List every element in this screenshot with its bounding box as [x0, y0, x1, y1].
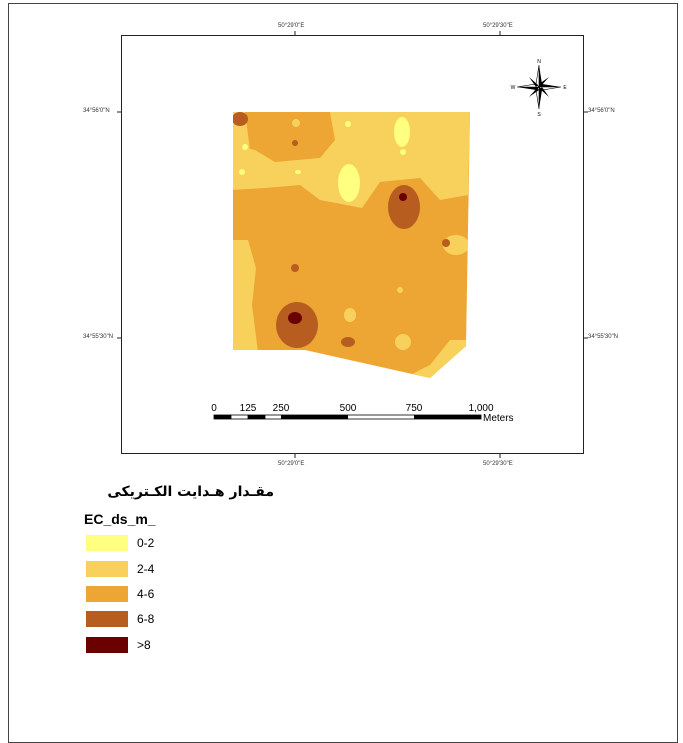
right-latitude-label: 34°56'0"N: [588, 108, 615, 114]
south-label: S: [537, 112, 541, 118]
legend-title: مقـدار هـدایت الکـتریکی: [107, 484, 274, 500]
class-2-4-area: [395, 334, 411, 350]
legend-label: 0-2: [137, 536, 155, 550]
class-0-2-area: [345, 121, 351, 127]
left-latitude-label: 34°56'0"N: [83, 108, 110, 114]
west-label: W: [511, 85, 516, 91]
bottom-longitude-label: 50°29'30"E: [483, 461, 513, 467]
class-0-2-area: [338, 164, 360, 202]
class-2-4-area: [397, 287, 403, 293]
class-2-4-area: [233, 112, 470, 208]
compass-rose-icon: N S E W: [511, 59, 568, 118]
class-0-2-area: [394, 117, 410, 147]
map-frame: [121, 35, 584, 454]
class-6-8-area: [276, 302, 318, 348]
legend-label: 4-6: [137, 587, 155, 601]
class-gt8-area: [399, 193, 407, 201]
legend-swatch: [86, 561, 128, 577]
scale-tick-label: 500: [340, 403, 357, 414]
right-latitude-label: 34°55'30"N: [588, 334, 619, 340]
scale-tick-label: 125: [240, 403, 257, 414]
class-2-4-area: [233, 240, 258, 352]
scale-unit-label: Meters: [483, 413, 514, 424]
legend-swatch: [86, 637, 128, 653]
legend-label: 6-8: [137, 612, 155, 626]
class-0-2-area: [242, 144, 248, 150]
scale-tick-label: 750: [406, 403, 423, 414]
east-label: E: [563, 85, 567, 91]
scale-tick-label: 1,000: [468, 403, 493, 414]
legend-label: 2-4: [137, 562, 155, 576]
class-6-8-area: [341, 337, 355, 347]
class-2-4-area: [443, 235, 469, 255]
class-6-8-area: [291, 264, 299, 272]
north-label: N: [537, 59, 541, 65]
scale-bar: 0 125 250 500 750 1,000 Meters: [211, 403, 513, 424]
left-latitude-label: 34°55'30"N: [83, 334, 114, 340]
legend-swatch: [86, 611, 128, 627]
ec-surface: [233, 112, 470, 378]
legend-field-name: EC_ds_m_: [84, 511, 156, 527]
top-longitude-label: 50°29'0"E: [278, 23, 305, 29]
scale-tick-label: 0: [211, 403, 217, 414]
class-6-8-area: [388, 185, 420, 229]
graticule-ticks: [117, 31, 588, 458]
legend-swatch: [86, 586, 128, 602]
class-2-4-area: [344, 308, 356, 322]
class-2-4-area: [292, 119, 300, 127]
class-gt8-area: [288, 312, 302, 324]
class-6-8-area: [233, 112, 248, 126]
bottom-longitude-label: 50°29'0"E: [278, 461, 305, 467]
class-0-2-area: [400, 149, 406, 155]
class-0-2-area: [239, 169, 245, 175]
scale-tick-label: 250: [273, 403, 290, 414]
class-6-8-area: [292, 140, 298, 146]
top-longitude-label: 50°29'30"E: [483, 23, 513, 29]
legend-label: >8: [137, 638, 151, 652]
legend-swatch: [86, 535, 128, 551]
class-6-8-area: [442, 239, 450, 247]
class-0-2-area: [295, 170, 301, 174]
